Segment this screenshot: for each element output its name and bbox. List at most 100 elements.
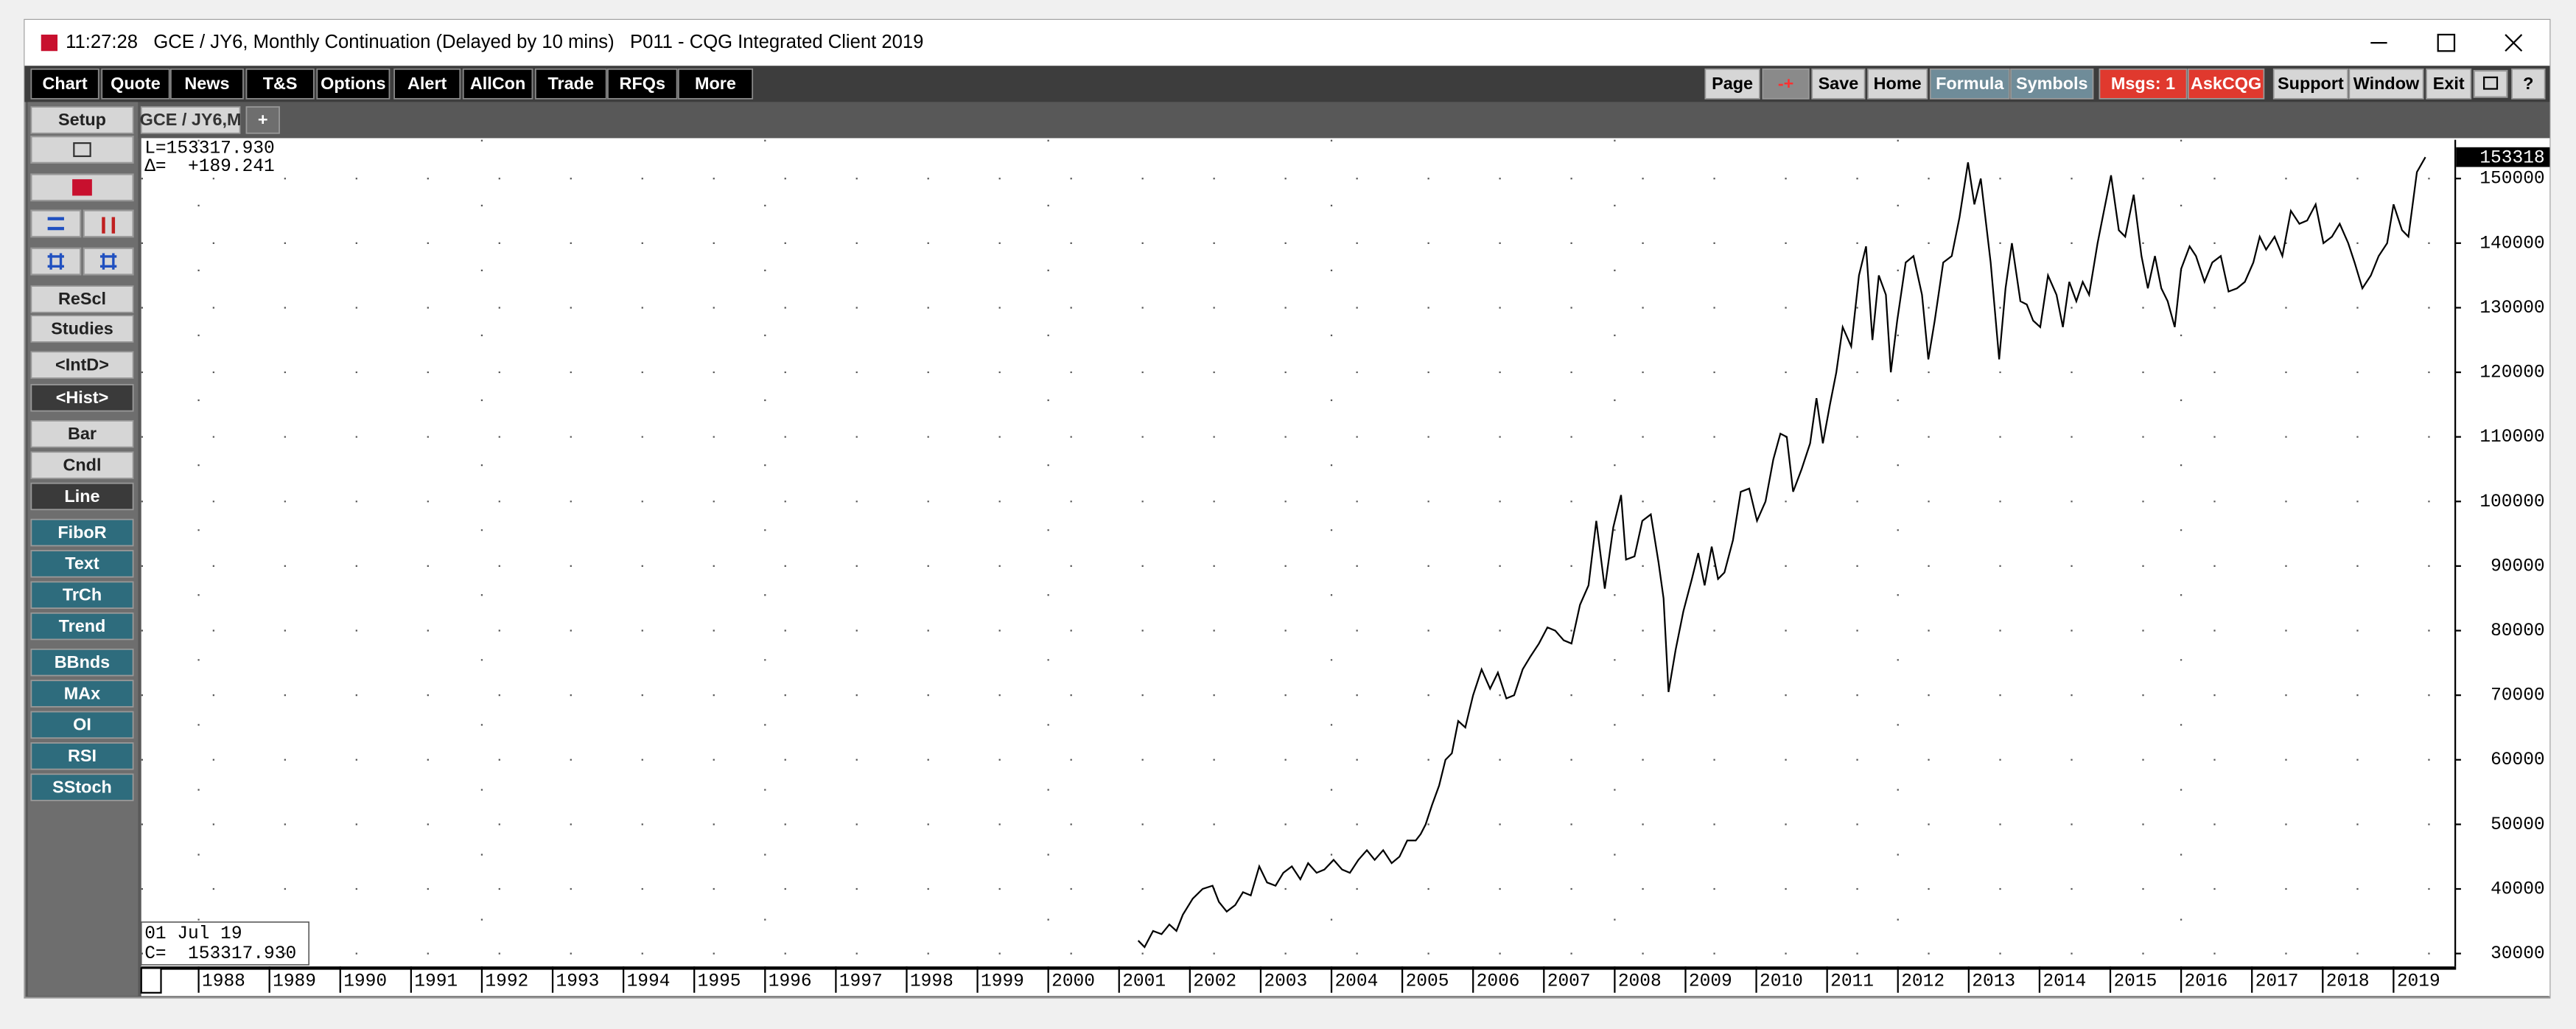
button[interactable] [30,648,134,677]
button[interactable] [462,68,533,100]
button-label: ? [2523,74,2533,93]
scroll-icon [102,217,116,234]
currency-icon [72,179,92,196]
button[interactable] [30,581,134,609]
x-tick-label: 1989 [273,972,316,992]
x-tick-label: 2012 [1901,972,1945,992]
scroll-button[interactable] [83,209,134,238]
x-tick-label: 2009 [1689,972,1732,992]
grid-button[interactable] [83,247,134,276]
button[interactable] [30,285,134,313]
button[interactable] [1867,68,1928,100]
button[interactable] [534,68,607,100]
last-price-badge [2456,147,2550,167]
button[interactable] [30,680,134,708]
y-tick-label: 80000 [2491,621,2545,641]
x-tick-label: 1991 [414,972,458,992]
y-tick-label: 60000 [2491,750,2545,770]
button[interactable] [101,68,170,100]
button[interactable] [1762,68,1810,100]
button-label: Save [1819,74,1859,93]
button[interactable] [316,68,391,100]
button-label: RSI [68,746,97,765]
button[interactable] [2272,68,2348,100]
button-label: GCE / JY6,M [140,110,242,129]
button-label: OI [73,715,91,734]
button-label: Msgs: 1 [2111,74,2175,93]
x-tick-label: 1988 [202,972,245,992]
x-tick-label: 2014 [2043,972,2086,992]
button[interactable] [30,383,134,412]
button[interactable] [2426,68,2472,100]
button-label: Options [321,74,385,93]
button[interactable] [1704,68,1760,100]
button[interactable] [30,68,99,100]
button[interactable] [30,420,134,448]
button[interactable] [2511,68,2546,100]
button-label: MAx [64,683,100,702]
button[interactable] [393,68,461,100]
button-label: Chart [43,74,88,93]
grid-icon [100,253,117,270]
x-tick-label: 1994 [627,972,671,992]
maximize-button[interactable] [2437,33,2456,52]
button[interactable] [30,451,134,479]
button[interactable] [30,351,134,379]
chart-panel [141,138,2550,997]
button-label: Alert [407,74,447,93]
button[interactable] [30,315,134,343]
scroll-box[interactable] [140,967,162,994]
readout-delta: Δ= +189.241 [144,157,275,177]
button[interactable] [245,68,315,100]
button[interactable] [169,68,244,100]
button[interactable] [1929,68,2010,100]
button-label: News [184,74,229,93]
button[interactable] [30,518,134,547]
button[interactable] [30,612,134,641]
readout-date: 01 Jul 19 [144,924,242,944]
button[interactable] [2099,68,2188,100]
x-tick-label: 2000 [1051,972,1095,992]
currency-button[interactable] [30,173,134,202]
grid-button[interactable] [30,247,82,276]
x-tick-label: 2002 [1193,972,1236,992]
y-tick-label: 110000 [2479,428,2544,447]
x-tick-label: 2001 [1122,972,1166,992]
button[interactable] [1811,68,1866,100]
button[interactable] [245,106,280,134]
tab-strip [138,102,2550,139]
x-tick-label: 1990 [343,972,387,992]
print-button[interactable] [30,136,134,164]
button[interactable] [30,550,134,578]
close-button[interactable] [2505,34,2523,52]
x-tick-label: 2004 [1334,972,1378,992]
button[interactable] [30,106,134,134]
button[interactable] [140,106,241,134]
y-tick-label: 150000 [2479,170,2544,189]
button-label: Trade [548,74,594,93]
button[interactable] [30,711,134,739]
restore-button[interactable] [2473,69,2508,98]
x-tick-label: 2019 [2397,972,2440,992]
button[interactable] [607,68,678,100]
readout-close: C= 153317.930 [144,944,296,964]
button-label: <Hist> [56,388,109,407]
grid-icon [47,253,64,270]
button[interactable] [2187,68,2265,100]
x-tick-label: 2011 [1830,972,1874,992]
scroll-button[interactable] [30,209,82,238]
button[interactable] [2010,68,2094,100]
button[interactable] [30,742,134,770]
button-label: Symbols [2016,74,2088,93]
button[interactable] [30,773,134,801]
y-tick-label: 90000 [2491,557,2545,576]
x-tick-label: 1995 [698,972,741,992]
button[interactable] [2348,68,2424,100]
price-line [1137,156,2426,949]
button[interactable] [30,482,134,511]
button-label: BBnds [55,652,110,672]
x-tick-label: 2007 [1547,972,1591,992]
button[interactable] [677,68,754,100]
